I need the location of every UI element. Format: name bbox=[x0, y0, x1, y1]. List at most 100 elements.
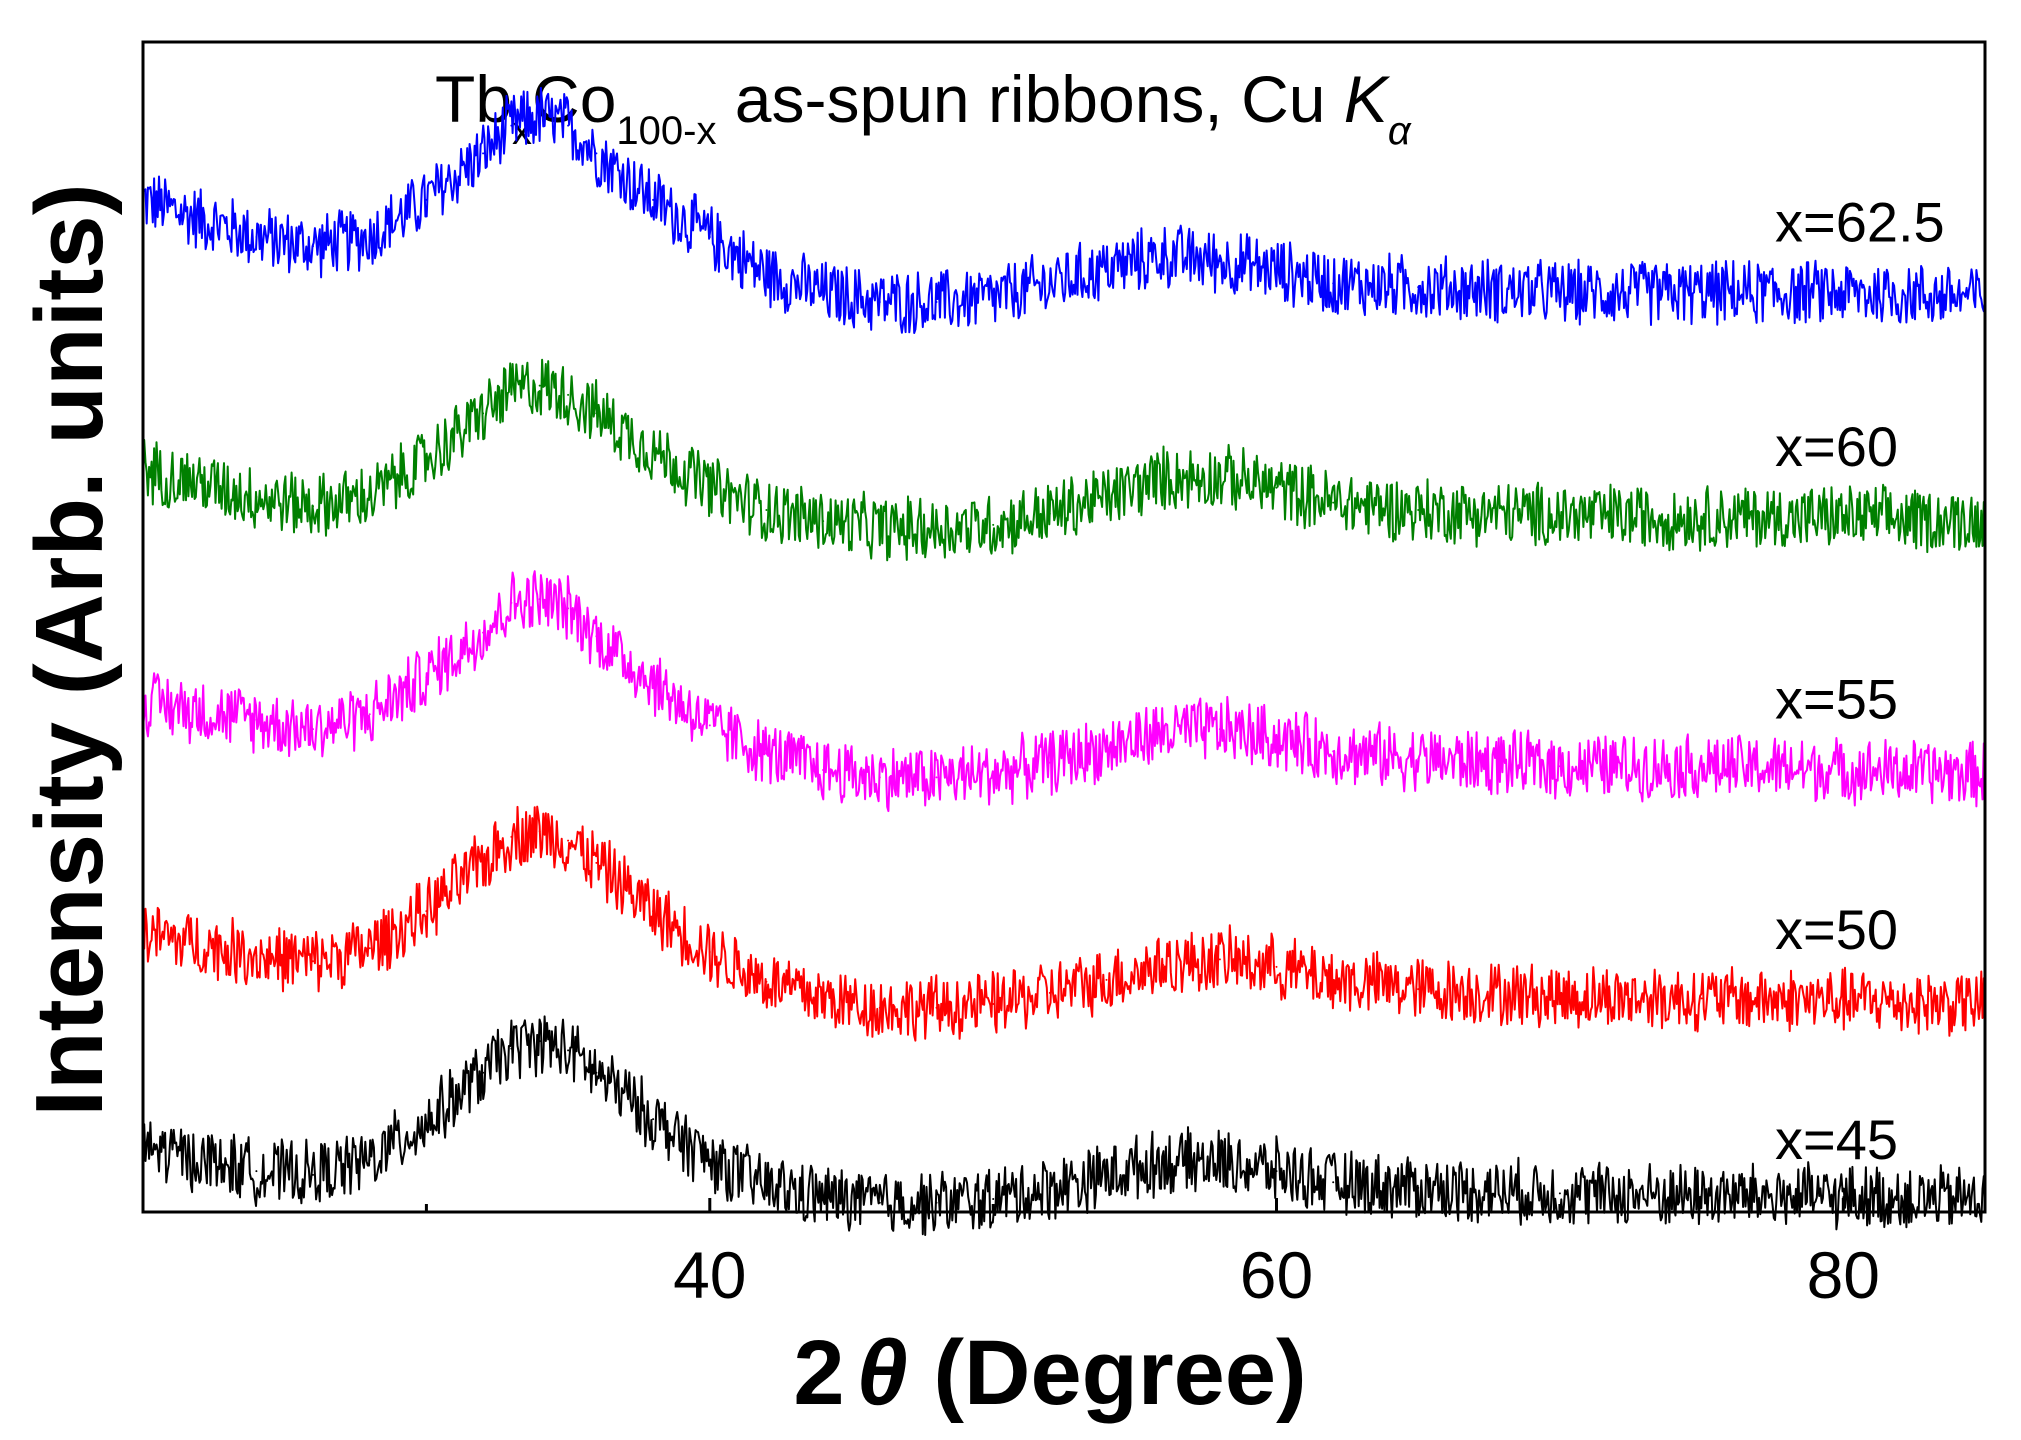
data-point bbox=[765, 509, 768, 511]
data-point bbox=[538, 384, 541, 387]
data-point bbox=[1417, 1186, 1420, 1189]
data-point bbox=[567, 124, 570, 127]
data-point bbox=[255, 718, 258, 721]
data-point bbox=[992, 772, 995, 775]
data-point bbox=[1700, 765, 1703, 768]
data-point bbox=[1105, 496, 1108, 498]
data-point bbox=[765, 273, 768, 276]
series-label: x=45 bbox=[1775, 1108, 1898, 1171]
data-point bbox=[1218, 728, 1221, 731]
data-point bbox=[567, 839, 570, 842]
data-point bbox=[312, 245, 314, 248]
data-point bbox=[1048, 1186, 1051, 1189]
data-point bbox=[595, 1071, 598, 1074]
series-2-points bbox=[142, 598, 1986, 779]
data-point bbox=[255, 954, 258, 957]
data-point bbox=[1558, 765, 1561, 768]
data-point bbox=[878, 527, 881, 530]
data-point bbox=[1162, 254, 1165, 257]
series-0-points bbox=[142, 115, 1986, 303]
x-tick-label: 80 bbox=[1807, 1238, 1880, 1312]
y-axis-title: Intensity (Arb. units) bbox=[16, 183, 123, 1116]
x-tick-label: 40 bbox=[673, 1238, 746, 1312]
data-point bbox=[255, 496, 258, 498]
data-point bbox=[482, 152, 485, 155]
data-point bbox=[538, 598, 541, 601]
data-point bbox=[1700, 997, 1703, 1000]
data-point bbox=[1218, 958, 1221, 961]
data-point bbox=[482, 631, 485, 634]
data-point bbox=[255, 1170, 258, 1173]
data-point bbox=[312, 505, 314, 508]
data-point bbox=[595, 635, 598, 638]
data-point bbox=[1842, 516, 1845, 519]
data-point bbox=[567, 1049, 570, 1052]
data-point bbox=[992, 297, 995, 300]
series-line-x=62.5 bbox=[142, 86, 1986, 334]
data-point bbox=[1700, 516, 1703, 519]
data-point bbox=[1275, 1170, 1278, 1173]
x-tick-label: 60 bbox=[1240, 1238, 1313, 1312]
data-point bbox=[482, 412, 485, 415]
data-point bbox=[1275, 269, 1278, 272]
data-point bbox=[1842, 291, 1845, 294]
data-point bbox=[1700, 1194, 1703, 1197]
data-point bbox=[1162, 1160, 1165, 1163]
data-point bbox=[567, 607, 570, 610]
data-point bbox=[1842, 1196, 1845, 1199]
data-point bbox=[1048, 761, 1051, 764]
series-3-points bbox=[142, 830, 1986, 1009]
data-point bbox=[935, 776, 938, 779]
data-point bbox=[1162, 477, 1165, 480]
data-point bbox=[1048, 991, 1051, 994]
series-label: x=60 bbox=[1775, 415, 1898, 478]
data-point bbox=[510, 390, 513, 393]
data-point bbox=[510, 601, 513, 604]
data-point bbox=[708, 951, 711, 953]
data-point bbox=[1332, 501, 1335, 504]
data-point bbox=[652, 449, 655, 452]
data-point bbox=[510, 835, 513, 838]
data-point bbox=[1417, 757, 1420, 760]
data-point bbox=[1558, 291, 1561, 294]
x-axis-ticks: 40 60 80 bbox=[424, 1198, 1880, 1312]
data-point bbox=[1558, 995, 1561, 998]
data-point bbox=[312, 1173, 314, 1176]
plot-frame bbox=[141, 40, 1987, 1214]
series-line-x=50 bbox=[142, 805, 1986, 1042]
data-point bbox=[1105, 267, 1108, 270]
data-point bbox=[1417, 286, 1420, 289]
data-point bbox=[652, 681, 655, 684]
data-point bbox=[708, 486, 711, 489]
data-point bbox=[708, 236, 711, 238]
data-point bbox=[1842, 769, 1845, 771]
data-point bbox=[935, 527, 938, 530]
data-point bbox=[538, 830, 541, 833]
data-point bbox=[595, 861, 598, 864]
data-point bbox=[482, 861, 485, 864]
data-point bbox=[425, 676, 428, 679]
data-point bbox=[765, 1185, 768, 1187]
data-point bbox=[935, 1006, 938, 1009]
data-point bbox=[1218, 475, 1221, 478]
data-point bbox=[368, 713, 371, 716]
data-point bbox=[368, 947, 371, 950]
traces bbox=[142, 86, 1986, 1236]
data-point bbox=[652, 1118, 655, 1121]
data-point bbox=[1048, 512, 1051, 515]
data-point bbox=[425, 198, 428, 201]
series-4-points bbox=[142, 1040, 1986, 1204]
data-point bbox=[1700, 291, 1703, 294]
data-point bbox=[992, 523, 995, 526]
data-point bbox=[1275, 737, 1278, 740]
data-point bbox=[425, 458, 428, 461]
data-point bbox=[1332, 282, 1335, 285]
data-point bbox=[510, 1047, 513, 1050]
data-point bbox=[652, 198, 655, 201]
data-point bbox=[1275, 486, 1278, 489]
data-point bbox=[368, 496, 371, 498]
data-point bbox=[652, 910, 655, 913]
